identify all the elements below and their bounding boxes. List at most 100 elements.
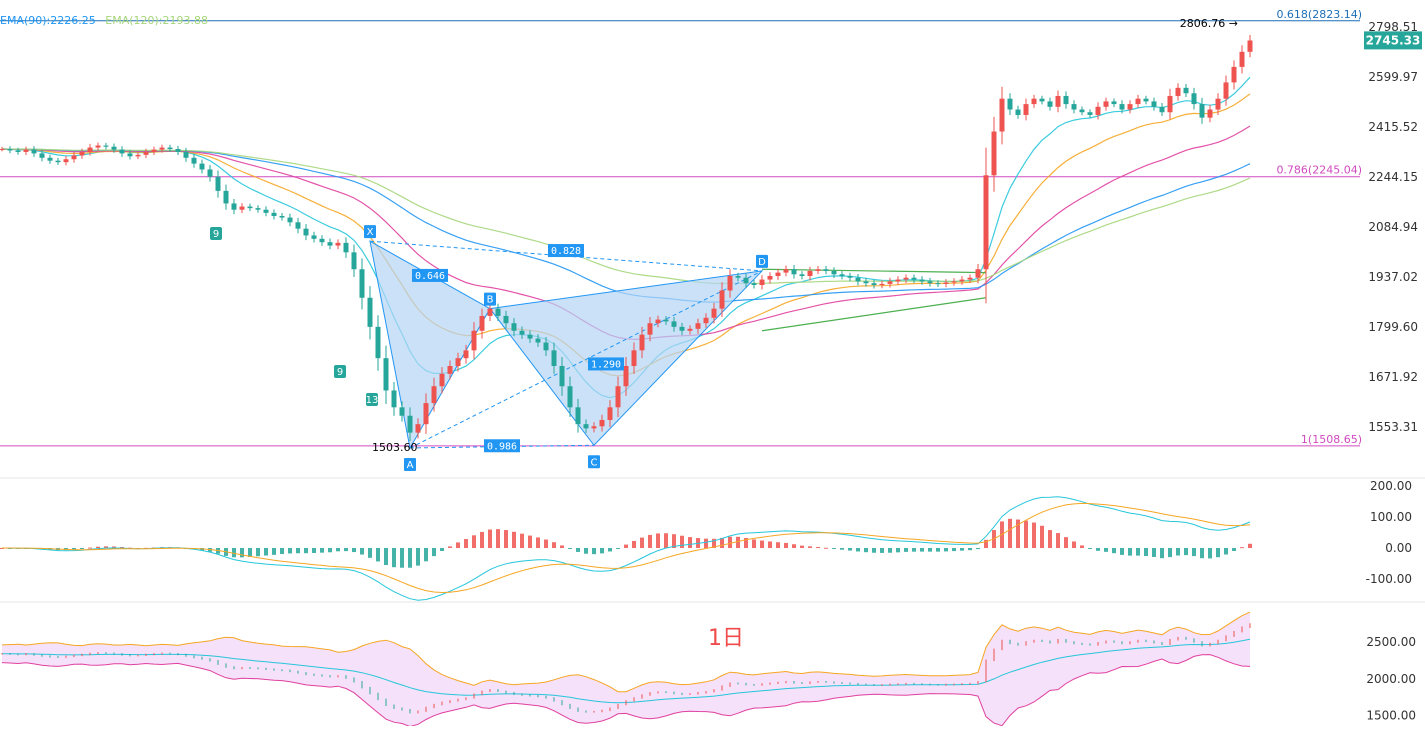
macd-hist-bar	[1016, 519, 1020, 548]
candle-body	[1095, 106, 1101, 115]
candle-body	[135, 154, 141, 157]
macd-hist-bar	[104, 546, 108, 548]
candle-body	[367, 297, 373, 327]
macd-hist-bar	[784, 542, 788, 548]
macd-hist-bar	[88, 547, 92, 549]
y-tick-label: 1799.60	[1368, 320, 1418, 334]
macd-hist-bar	[1152, 548, 1156, 557]
td-label: 9	[213, 229, 219, 240]
macd-hist-bar	[936, 548, 940, 552]
candle-body	[495, 308, 501, 316]
macd-hist-bar	[624, 544, 628, 548]
candle-body	[95, 145, 101, 148]
candle-body	[463, 350, 469, 359]
macd-hist-bar	[824, 547, 828, 549]
macd-hist-bar	[664, 533, 668, 548]
candle-body	[927, 281, 933, 284]
candle-body	[631, 350, 637, 367]
macd-hist-bar	[576, 548, 580, 552]
macd-hist-bar	[1064, 537, 1068, 548]
macd-hist-bar	[1216, 548, 1220, 558]
bollinger-upper	[1, 611, 1251, 693]
candle-body	[535, 338, 541, 343]
macd-hist-bar	[552, 542, 556, 548]
trend-line-lower	[761, 297, 987, 332]
macd-hist-bar	[744, 537, 748, 548]
macd-hist-bar	[456, 542, 460, 548]
candle-body	[23, 149, 29, 152]
macd-hist-bar	[496, 529, 500, 548]
macd-hist-bar	[648, 534, 652, 548]
candle-body	[679, 326, 685, 331]
macd-tick-label: 200.00	[1370, 479, 1412, 493]
candle-body	[959, 279, 965, 282]
macd-hist-bar	[856, 548, 860, 552]
pattern-ratio-label: 1.290	[591, 359, 621, 370]
macd-hist-bar	[360, 548, 364, 555]
macd-hist-bar	[464, 539, 468, 548]
macd-hist-bar	[872, 548, 876, 553]
candle-body	[375, 326, 381, 359]
candle-body	[847, 275, 853, 278]
candle-body	[1135, 98, 1141, 105]
macd-hist-bar	[80, 548, 84, 549]
macd-hist-bar	[1128, 548, 1132, 556]
candle-body	[911, 277, 917, 280]
candle-body	[1207, 109, 1213, 118]
candle-body	[1111, 101, 1117, 105]
indicator-legend: EMA(90):2226.25 EMA(120):2193.88	[0, 14, 214, 27]
candle-body	[207, 169, 213, 177]
candle-body	[703, 317, 709, 324]
y-tick-label: 1937.02	[1368, 270, 1418, 284]
macd-hist-bar	[120, 547, 124, 549]
candle-body	[327, 242, 333, 246]
macd-hist-bar	[368, 548, 372, 558]
candle-body	[1079, 109, 1085, 113]
candle-body	[671, 321, 677, 327]
candle-body	[1215, 98, 1221, 110]
candle-body	[783, 269, 789, 273]
candle-body	[543, 342, 549, 351]
lower-tick-label: 2000.00	[1366, 672, 1416, 686]
candle-body	[479, 315, 485, 331]
candle-body	[263, 209, 269, 213]
macd-hist-bar	[960, 548, 964, 551]
candle-body	[991, 131, 997, 176]
macd-hist-bar	[72, 548, 76, 550]
candle-body	[111, 146, 117, 150]
candle-body	[767, 275, 773, 280]
candle-body	[151, 149, 157, 152]
macd-hist-bar	[400, 548, 404, 568]
candle-body	[967, 277, 973, 280]
current-price-label: 2745.33	[1366, 33, 1421, 47]
macd-hist-bar	[112, 546, 116, 548]
macd-hist-bar	[928, 548, 932, 552]
macd-hist-bar	[1040, 525, 1044, 548]
macd-hist-bar	[640, 537, 644, 548]
candle-body	[727, 275, 733, 291]
candle-body	[759, 279, 765, 286]
candle-body	[31, 149, 37, 154]
macd-hist-bar	[808, 546, 812, 548]
macd-hist-bar	[328, 548, 332, 553]
macd-hist-bar	[528, 535, 532, 548]
candle-body	[639, 334, 645, 351]
macd-hist-bar	[312, 548, 316, 553]
macd-hist-bar	[864, 548, 868, 553]
candle-body	[831, 270, 837, 275]
candle-body	[839, 274, 845, 276]
macd-hist-bar	[944, 548, 948, 552]
candle-body	[143, 151, 149, 155]
pattern-point-label: X	[367, 227, 374, 238]
macd-hist-bar	[480, 531, 484, 548]
candle-body	[1127, 104, 1133, 110]
pattern-point-label: D	[758, 257, 766, 268]
macd-hist-bar	[504, 530, 508, 548]
macd-hist-bar	[1048, 530, 1052, 548]
macd-hist-bar	[1072, 541, 1076, 548]
macd-hist-bar	[376, 548, 380, 562]
macd-hist-bar	[1224, 548, 1228, 555]
macd-hist-bar	[296, 548, 300, 554]
